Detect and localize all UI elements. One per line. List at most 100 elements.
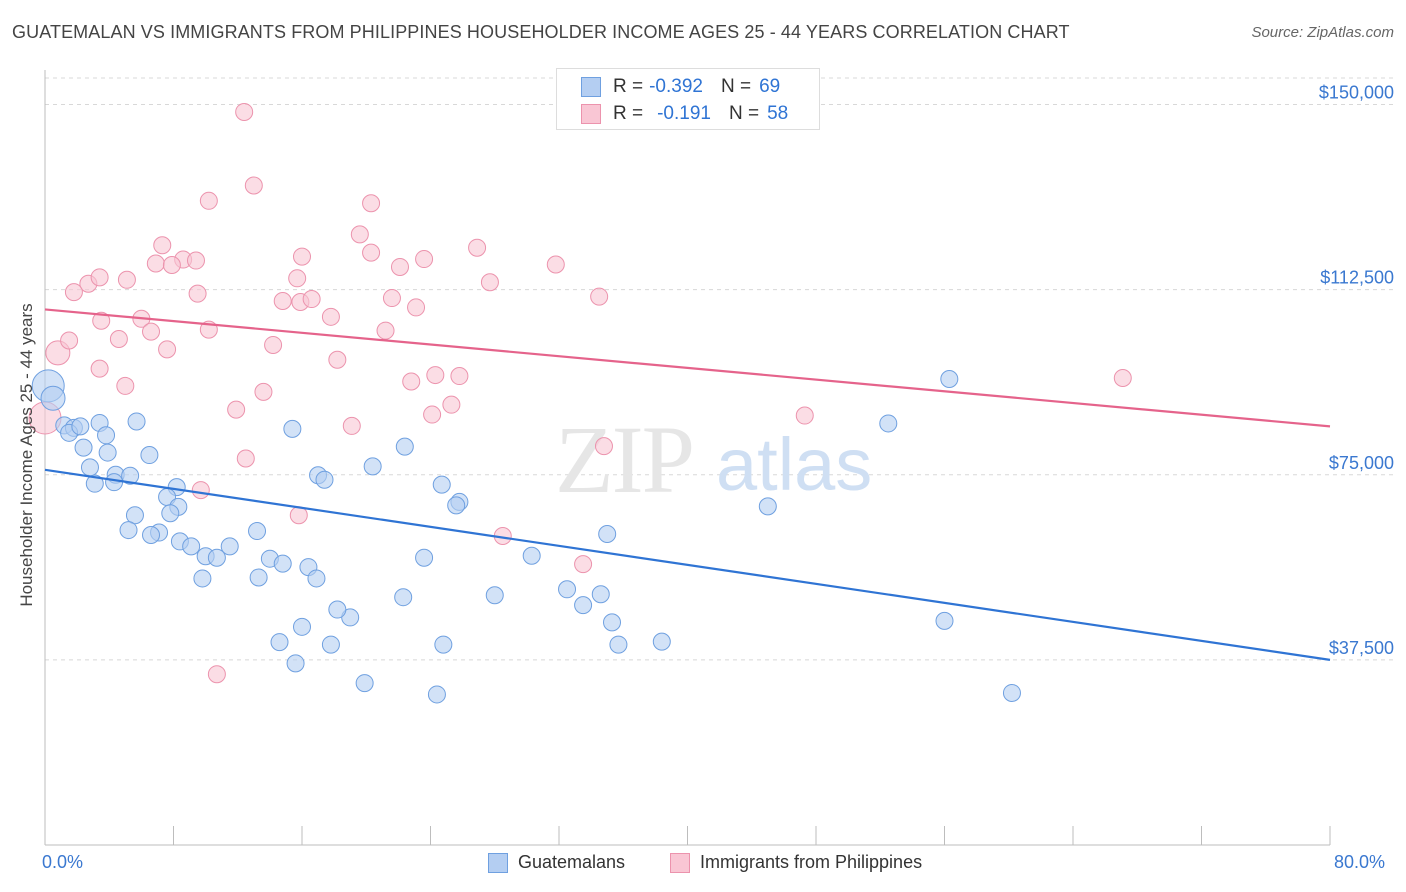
point-philippines-31 <box>302 290 321 309</box>
point-guatemalans-33 <box>249 568 268 587</box>
point-guatemalans-65 <box>558 580 577 599</box>
n-label: N = <box>720 76 752 97</box>
point-philippines-23 <box>236 449 255 468</box>
r-label: R = <box>613 103 644 124</box>
point-philippines-11 <box>116 376 135 395</box>
legend-swatch-pink <box>670 852 690 873</box>
point-philippines-16 <box>162 255 181 274</box>
point-philippines-5 <box>64 283 83 302</box>
point-guatemalans-47 <box>341 608 360 627</box>
point-guatemalans-55 <box>485 586 504 605</box>
watermark-zip: ZIP <box>555 406 693 513</box>
point-guatemalans-37 <box>283 419 302 438</box>
x-tick-min: 0.0% <box>42 852 84 872</box>
point-guatemalans-32 <box>193 569 212 588</box>
point-guatemalans-64 <box>598 525 617 544</box>
n-value: 69 <box>759 76 781 97</box>
point-guatemalans-50 <box>270 633 289 652</box>
r-label: R = <box>613 76 644 97</box>
point-philippines-19 <box>186 251 205 270</box>
point-guatemalans-1 <box>40 385 66 411</box>
point-philippines-54 <box>594 437 613 456</box>
point-philippines-47 <box>450 367 469 386</box>
point-guatemalans-14 <box>121 466 140 485</box>
point-guatemalans-66 <box>879 414 898 433</box>
point-guatemalans-40 <box>363 457 382 476</box>
point-guatemalans-52 <box>328 600 347 619</box>
axes <box>44 70 1331 846</box>
point-guatemalans-51 <box>286 654 305 673</box>
point-philippines-39 <box>382 289 401 308</box>
point-philippines-55 <box>795 406 814 425</box>
point-guatemalans-49 <box>321 635 340 654</box>
trend-line-philippines <box>44 308 1331 428</box>
point-guatemalans-69 <box>940 370 959 389</box>
legend-item-guatemalans: Guatemalans <box>488 852 625 873</box>
point-guatemalans-43 <box>447 496 466 515</box>
point-philippines-38 <box>376 321 395 340</box>
series-philippines-points <box>28 102 1132 684</box>
point-guatemalans-61 <box>652 632 671 651</box>
point-philippines-22 <box>227 400 246 419</box>
point-guatemalans-11 <box>80 458 99 477</box>
y-axis-title: Householder Income Ages 25 - 44 years <box>17 303 36 607</box>
point-philippines-56 <box>1113 369 1132 388</box>
point-guatemalans-16 <box>140 446 159 465</box>
trend-lines <box>44 308 1331 661</box>
y-tick-label-3: $150,000 <box>1319 83 1394 103</box>
point-philippines-34 <box>342 416 361 435</box>
point-philippines-40 <box>390 257 409 276</box>
point-philippines-52 <box>574 555 593 574</box>
legend-swatch-pink <box>581 104 601 124</box>
point-philippines-27 <box>273 292 292 311</box>
point-guatemalans-29 <box>220 537 239 556</box>
point-philippines-48 <box>468 238 487 257</box>
point-guatemalans-7 <box>74 438 93 457</box>
point-guatemalans-9 <box>127 412 146 431</box>
point-guatemalans-67 <box>935 611 954 630</box>
point-guatemalans-13 <box>105 473 124 492</box>
point-philippines-58 <box>207 665 226 684</box>
y-tick-label-1: $75,000 <box>1329 453 1394 473</box>
stats-row-guatemalans: R = -0.392 N = 69 <box>581 76 780 98</box>
point-philippines-60 <box>191 481 210 500</box>
point-guatemalans-39 <box>307 569 326 588</box>
point-guatemalans-60 <box>609 635 628 654</box>
point-guatemalans-20 <box>161 504 180 523</box>
point-philippines-57 <box>235 102 254 121</box>
point-philippines-49 <box>480 273 499 292</box>
gridlines <box>45 77 1396 661</box>
legend-item-philippines: Immigrants from Philippines <box>670 852 922 873</box>
point-philippines-35 <box>350 225 369 244</box>
point-philippines-3 <box>90 359 109 378</box>
point-guatemalans-44 <box>432 475 451 494</box>
stats-legend: R = -0.392 N = 69 R = -0.191 N = 58 <box>556 68 820 130</box>
point-philippines-12 <box>142 322 161 341</box>
point-philippines-14 <box>153 236 172 255</box>
trend-line-guatemalans <box>44 468 1331 661</box>
point-philippines-44 <box>423 405 442 424</box>
point-guatemalans-41 <box>395 437 414 456</box>
point-philippines-18 <box>199 191 218 210</box>
point-guatemalans-53 <box>355 674 374 693</box>
point-philippines-33 <box>328 350 347 369</box>
source-label: Source: ZipAtlas.com <box>1251 24 1394 41</box>
point-guatemalans-10 <box>98 443 117 462</box>
point-guatemalans-8 <box>97 426 116 445</box>
point-guatemalans-46 <box>394 588 413 607</box>
point-guatemalans-21 <box>125 506 144 525</box>
point-guatemalans-28 <box>207 548 226 567</box>
point-guatemalans-62 <box>427 685 446 704</box>
point-philippines-25 <box>254 382 273 401</box>
point-philippines-13 <box>146 254 165 273</box>
point-guatemalans-54 <box>434 635 453 654</box>
point-guatemalans-45 <box>415 548 434 567</box>
legend-label-philippines: Immigrants from Philippines <box>700 852 923 872</box>
point-guatemalans-34 <box>273 554 292 573</box>
stats-row-philippines: R = -0.191 N = 58 <box>581 103 788 125</box>
point-philippines-2 <box>60 331 79 350</box>
point-guatemalans-56 <box>522 546 541 565</box>
chart-title: GUATEMALAN VS IMMIGRANTS FROM PHILIPPINE… <box>12 22 1070 42</box>
legend-label-guatemalans: Guatemalans <box>518 852 626 872</box>
